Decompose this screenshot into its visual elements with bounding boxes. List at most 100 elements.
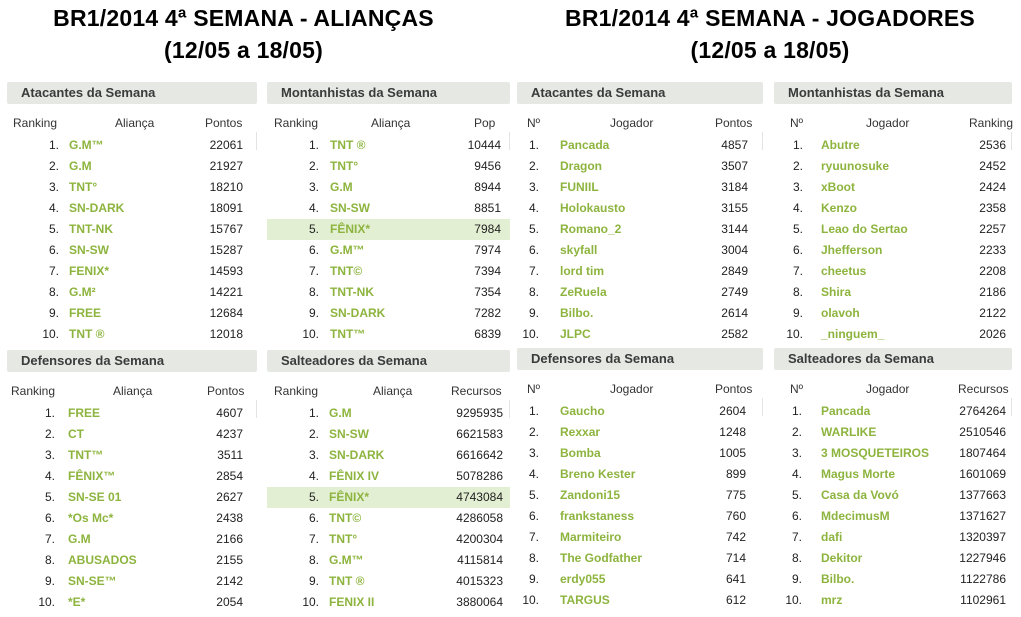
alliances-title-line1: BR1/2014 4ª SEMANA - ALIANÇAS <box>53 5 434 31</box>
ranking-row: 2. CT 4237 <box>7 424 257 445</box>
ranking-row: 5. Leao do Sertao 2257 <box>774 219 1012 240</box>
rank-number: 9. <box>528 572 539 586</box>
score-value: 899 <box>725 467 746 481</box>
ranking-row: 2. TNT° 9456 <box>267 156 510 177</box>
score-value: 1320397 <box>959 530 1006 544</box>
entity-name: SN-DARK <box>330 306 386 320</box>
column-headers: Nº Jogador Ranking <box>774 114 1013 132</box>
rank-number: 7. <box>528 264 539 278</box>
panel-ali-salteadores: Salteadores da Semana Ranking Aliança Recur… <box>267 350 510 615</box>
rank-number: 3. <box>792 180 803 194</box>
ranking-row: 6. frankstaness 760 <box>517 506 763 527</box>
ranking-list: 1. Pancada 4857 2. Dragon 3507 3. FUNIIL 3184 4. H… <box>517 135 763 345</box>
panel-title: Defensores da Semana <box>517 348 763 370</box>
score-value: 15767 <box>209 222 243 236</box>
rank-number: 10. <box>786 327 803 341</box>
ranking-row: 3. 3 MOSQUETEIROS 1807464 <box>774 443 1012 464</box>
score-value: 4607 <box>216 406 243 420</box>
entity-name: SN-SE™ <box>68 574 117 588</box>
alliances-title-line2: (12/05 a 18/05) <box>163 37 323 63</box>
entity-name: 3 MOSQUETEIROS <box>821 446 930 460</box>
rank-number: 6. <box>528 243 539 257</box>
entity-name: G.M² <box>69 285 96 299</box>
score-value: 3507 <box>721 159 748 173</box>
score-value: 1601069 <box>959 467 1006 481</box>
ranking-row: 4. SN-DARK 18091 <box>7 198 257 219</box>
column-separator <box>256 132 257 150</box>
ranking-row: 3. xBoot 2424 <box>774 177 1012 198</box>
score-value: 2854 <box>216 469 243 483</box>
score-value: 760 <box>725 509 746 523</box>
ranking-row: 8. G.M™ 4115814 <box>267 550 510 571</box>
score-value: 7974 <box>474 243 501 257</box>
score-value: 18210 <box>209 180 243 194</box>
entity-name: TNT© <box>330 264 363 278</box>
rank-number: 6. <box>791 509 802 523</box>
ranking-row: 7. lord tim 2849 <box>517 261 763 282</box>
score-value: 15287 <box>209 243 243 257</box>
score-value: 7984 <box>474 222 501 236</box>
ranking-list: 1. Gaucho 2604 2. Rexxar 1248 3. Bomba 1005 4. Bre… <box>517 401 763 611</box>
ranking-list: 1. Pancada 2764264 2. WARLIKE 2510546 3. 3 MOSQ… <box>774 401 1012 611</box>
ranking-row: 7. G.M 2166 <box>7 529 257 550</box>
players-title-line1: BR1/2014 4ª SEMANA - JOGADORES <box>565 5 975 31</box>
ranking-row: 3. FUNIIL 3184 <box>517 177 763 198</box>
column-header: Nº <box>790 382 804 396</box>
rank-number: 3. <box>791 446 802 460</box>
ranking-row: 1. Gaucho 2604 <box>517 401 763 422</box>
score-value: 9456 <box>474 159 501 173</box>
rank-number: 1. <box>528 138 539 152</box>
column-header: Jogador <box>610 116 654 130</box>
score-value: 4237 <box>216 427 243 441</box>
entity-name: WARLIKE <box>821 425 877 439</box>
ranking-row: 4. Holokausto 3155 <box>517 198 763 219</box>
ranking-row: 9. FREE 12684 <box>7 303 257 324</box>
score-value: 12684 <box>209 306 243 320</box>
score-value: 775 <box>725 488 746 502</box>
ranking-row: 10. _ninguem_ 2026 <box>774 324 1012 345</box>
rank-number: 3. <box>48 180 59 194</box>
rank-number: 9. <box>308 306 319 320</box>
rank-number: 7. <box>791 530 802 544</box>
column-headers: Nº Jogador Recursos <box>774 380 1012 398</box>
column-header: Pontos <box>205 116 243 130</box>
ranking-row: 7. FENIX* 14593 <box>7 261 257 282</box>
rank-number: 9. <box>44 574 55 588</box>
entity-name: Dekitor <box>821 551 863 565</box>
rank-number: 1. <box>528 404 539 418</box>
ranking-row: 7. Marmiteiro 742 <box>517 527 763 548</box>
entity-name: SN-DARK <box>329 448 385 462</box>
column-header: Ranking <box>13 116 58 130</box>
panel-ali-montanhistas: Montanhistas da Semana Ranking Aliança Pop 1… <box>267 82 510 347</box>
ranking-row: 3. SN-DARK 6616642 <box>267 445 510 466</box>
entity-name: G.M™ <box>329 553 364 567</box>
rank-number: 1. <box>792 138 803 152</box>
rank-number: 2. <box>44 427 55 441</box>
entity-name: dafi <box>821 530 843 544</box>
ranking-list: 1. G.M 9295935 2. SN-SW 6621583 3. SN-DARK 66166… <box>267 403 510 613</box>
rank-number: 10. <box>302 327 319 341</box>
ranking-row: 6. G.M™ 7974 <box>267 240 510 261</box>
score-value: 2026 <box>979 327 1006 341</box>
ranking-row: 2. SN-SW 6621583 <box>267 424 510 445</box>
score-value: 5078286 <box>456 469 503 483</box>
entity-name: SN-SW <box>330 201 370 215</box>
score-value: 2122 <box>979 306 1006 320</box>
entity-name: TNT° <box>69 180 98 194</box>
rank-number: 6. <box>308 243 319 257</box>
entity-name: FUNIIL <box>560 180 599 194</box>
score-value: 14221 <box>209 285 243 299</box>
ranking-row: 4. FÊNIX IV 5078286 <box>267 466 510 487</box>
score-value: 6839 <box>474 327 501 341</box>
column-header: Jogador <box>610 382 654 396</box>
entity-name: SN-SE 01 <box>68 490 122 504</box>
score-value: 8944 <box>474 180 501 194</box>
rank-number: 4. <box>48 201 59 215</box>
ranking-row: 6. Jhefferson 2233 <box>774 240 1012 261</box>
ranking-row: 10. TARGUS 612 <box>517 590 763 611</box>
ranking-row: 10. FENIX II 3880064 <box>267 592 510 613</box>
column-header: Jogador <box>866 382 910 396</box>
ranking-row: 5. Romano_2 3144 <box>517 219 763 240</box>
column-header: Pontos <box>715 116 753 130</box>
rank-number: 3. <box>308 448 319 462</box>
